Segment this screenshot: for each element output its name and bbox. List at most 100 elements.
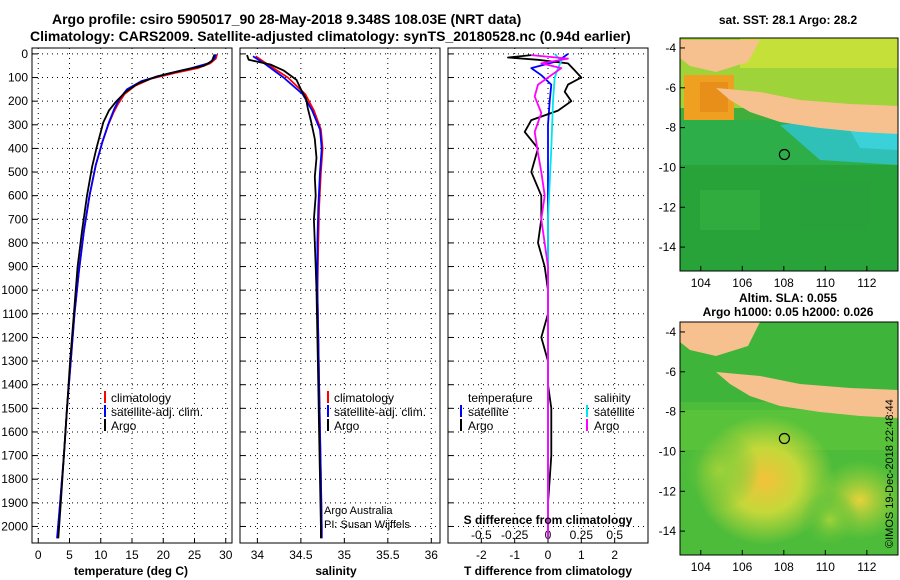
lon-tick-label: 112 bbox=[857, 276, 876, 290]
lon-tick-label: 106 bbox=[732, 560, 752, 574]
difference-series bbox=[507, 53, 583, 539]
temperature-axis-ticks: 0 5 10 15 20 25 30 bbox=[35, 538, 233, 562]
x-tick-label: -1 bbox=[509, 548, 520, 562]
legend-t-argo-swatch bbox=[460, 419, 462, 431]
legend-climatology-label: climatology bbox=[334, 391, 394, 405]
depth-tick-label: 500 bbox=[8, 165, 28, 179]
depth-tick-label: 900 bbox=[8, 260, 28, 274]
sst-map-title: sat. SST: 28.1 Argo: 28.2 bbox=[719, 13, 858, 27]
legend-climatology-label: climatology bbox=[111, 391, 171, 405]
x-tick-label: 15 bbox=[125, 548, 139, 562]
lat-tick-label: -14 bbox=[659, 240, 677, 254]
lon-tick-label: 110 bbox=[816, 276, 835, 290]
salinity-series bbox=[246, 54, 324, 539]
salinity-axis-label: salinity bbox=[315, 564, 357, 578]
x-tick-label: 34.5 bbox=[289, 548, 313, 562]
depth-tick-label: 1100 bbox=[2, 307, 28, 321]
s-diff-tick-label: -0.5 bbox=[471, 528, 492, 542]
depth-tick-label: 700 bbox=[8, 212, 28, 226]
lat-tick-label: -8 bbox=[665, 405, 676, 419]
legend-salinity-title: salinity bbox=[594, 391, 631, 405]
temperature-plot-frame bbox=[31, 47, 233, 544]
depth-tick-label: 600 bbox=[8, 189, 28, 203]
depth-tick-label: 1700 bbox=[1, 449, 28, 463]
series-line-t-argo bbox=[507, 54, 583, 539]
x-tick-label: 36 bbox=[425, 548, 439, 562]
series-line-argo bbox=[246, 54, 322, 539]
sla-map-title-1: Altim. SLA: 0.055 bbox=[739, 291, 837, 305]
series-line-s-argo bbox=[531, 54, 569, 539]
x-tick-label: 30 bbox=[219, 548, 233, 562]
sst-map-frame bbox=[679, 37, 899, 272]
legend-satellite-swatch bbox=[104, 405, 106, 417]
depth-tick-label: 1300 bbox=[1, 354, 28, 368]
s-diff-tick-label: 0.25 bbox=[570, 528, 594, 542]
depth-tick-label: 400 bbox=[8, 141, 28, 155]
x-tick-label: 25 bbox=[188, 548, 202, 562]
lat-tick-label: -8 bbox=[665, 121, 676, 135]
x-tick-label: 1 bbox=[578, 548, 585, 562]
lon-tick-label: 108 bbox=[774, 560, 794, 574]
lat-tick-label: -10 bbox=[659, 160, 677, 174]
sla-map-image bbox=[680, 322, 898, 555]
t-difference-axis-ticks: -2 -1 0 1 2 bbox=[476, 538, 618, 562]
depth-tick-label: 100 bbox=[8, 71, 28, 85]
legend-t-satellite-swatch bbox=[460, 405, 462, 417]
legend-s-argo-swatch bbox=[586, 419, 588, 431]
lat-tick-label: -6 bbox=[665, 365, 676, 379]
sst-map-lon-ticks: 104 106 108 110 112 bbox=[691, 266, 877, 290]
legend-satellite-label: satellite-adj. clim. bbox=[111, 405, 203, 419]
depth-axis-ticks: 0 100 200 300 400 500 600 700 800 900 1000 1100 1200… bbox=[1, 47, 28, 534]
x-tick-label: 2 bbox=[611, 548, 618, 562]
legend-argo-swatch bbox=[327, 419, 329, 431]
x-tick-label: 10 bbox=[94, 548, 108, 562]
lat-tick-label: -4 bbox=[665, 41, 676, 55]
x-tick-label: 35.5 bbox=[376, 548, 400, 562]
salinity-legend: climatology satellite-adj. clim. Argo bbox=[327, 391, 426, 433]
salinity-plot-frame bbox=[239, 47, 441, 544]
x-tick-label: 0 bbox=[545, 548, 552, 562]
lon-tick-label: 106 bbox=[732, 276, 752, 290]
depth-tick-label: 1500 bbox=[1, 401, 28, 415]
legend-s-satellite-swatch bbox=[586, 405, 588, 417]
legend-t-satellite-label: satellite bbox=[468, 405, 509, 419]
title-line-1: Argo profile: csiro 5905017_90 28-May-20… bbox=[52, 11, 521, 27]
sla-argo-location-marker bbox=[778, 432, 791, 445]
depth-tick-label: 1900 bbox=[1, 496, 28, 510]
sla-map-panel: Altim. SLA: 0.055 Argo h1000: 0.05 h2000… bbox=[659, 291, 899, 574]
sla-map-lon-ticks: 104 106 108 110 112 bbox=[691, 550, 877, 574]
s-diff-tick-label: -0.25 bbox=[501, 528, 529, 542]
s-difference-axis-label: S difference from climatology bbox=[464, 513, 633, 527]
salinity-panel: 34 34.5 35 35.5 36 climatology satellite-adj… bbox=[239, 47, 441, 578]
temperature-grid bbox=[32, 48, 232, 543]
lat-tick-label: -6 bbox=[665, 81, 676, 95]
sst-argo-location-marker bbox=[778, 148, 791, 161]
legend-satellite-swatch bbox=[327, 405, 329, 417]
legend-satellite-label: satellite-adj. clim. bbox=[334, 405, 426, 419]
lat-tick-label: -12 bbox=[659, 200, 677, 214]
depth-tick-label: 300 bbox=[8, 118, 28, 132]
sla-map-title-2: Argo h1000: 0.05 h2000: 0.026 bbox=[703, 305, 874, 319]
sst-map-panel: sat. SST: 28.1 Argo: 28.2 104 106 108 110 11… bbox=[659, 13, 899, 290]
x-tick-label: 5 bbox=[66, 548, 73, 562]
lon-tick-label: 104 bbox=[691, 560, 711, 574]
lon-tick-label: 104 bbox=[691, 276, 711, 290]
lat-tick-label: -12 bbox=[659, 484, 677, 498]
legend-climatology-swatch bbox=[104, 391, 106, 403]
sst-map-lat-ticks: -4 -6 -8 -10 -12 -14 bbox=[659, 41, 685, 254]
legend-climatology-swatch bbox=[327, 391, 329, 403]
x-tick-label: 20 bbox=[157, 548, 171, 562]
depth-tick-label: 1000 bbox=[1, 283, 28, 297]
depth-tick-label: 800 bbox=[8, 236, 28, 250]
credit-text: ©IMOS 19-Dec-2018 22:48:44 bbox=[884, 399, 896, 548]
legend-argo-swatch bbox=[104, 419, 106, 431]
legend-argo-label: Argo bbox=[334, 419, 360, 433]
legend-temperature-title: temperature bbox=[468, 391, 533, 405]
temperature-panel: 0100200300400500600700800900100011001200… bbox=[1, 47, 232, 578]
salinity-grid bbox=[240, 48, 440, 543]
x-tick-label: 0 bbox=[35, 548, 42, 562]
depth-tick-label: 1200 bbox=[1, 330, 28, 344]
legend-s-argo-label: Argo bbox=[594, 419, 620, 433]
s-diff-tick-label: 0.5 bbox=[606, 528, 623, 542]
